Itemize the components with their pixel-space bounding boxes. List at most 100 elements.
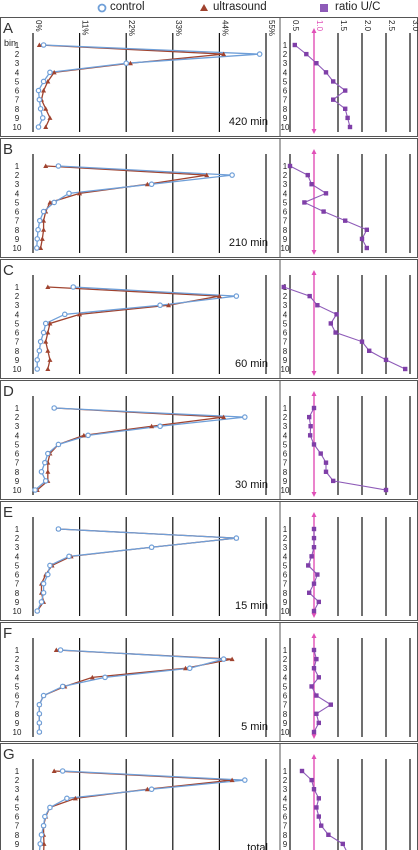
ratio-point — [323, 469, 329, 474]
ultrasound-point — [41, 227, 47, 232]
control-point — [40, 78, 47, 85]
ratio-point — [323, 191, 329, 196]
ratio-bin-label: 1 — [283, 767, 288, 776]
ultrasound-point — [51, 69, 57, 75]
ultrasound-point — [81, 432, 87, 438]
bin-label: 6 — [15, 450, 20, 459]
bin-label: 4 — [15, 68, 20, 77]
ratio-bin-label: 6 — [283, 329, 288, 338]
control-point — [85, 432, 91, 439]
control-point — [61, 311, 68, 318]
bin-label: 1 — [15, 283, 20, 292]
control-point — [47, 69, 53, 76]
control-point — [148, 544, 155, 551]
panel-letter: A — [3, 20, 13, 37]
ratio-bin-label: 4 — [283, 310, 288, 319]
control-point — [37, 841, 44, 847]
ratio-bin-label: 8 — [283, 347, 288, 356]
ratio-point — [299, 768, 305, 774]
ratio-point — [331, 478, 336, 484]
ratio-point — [314, 656, 319, 662]
legend-ratio-marker — [320, 4, 328, 12]
ratio-bin-label: 6 — [283, 87, 288, 96]
control-point — [55, 441, 62, 448]
control-point — [36, 710, 43, 717]
bin-label: 8 — [15, 468, 20, 477]
ultrasound-point — [51, 768, 57, 773]
ratio-bin-label: 3 — [283, 543, 288, 552]
ratio-reference-marker-top — [311, 633, 317, 638]
bin-label: 2 — [15, 50, 20, 59]
control-point — [59, 683, 66, 690]
bin-label: 2 — [15, 534, 20, 543]
ratio-point — [316, 814, 321, 819]
bin-label: 5 — [15, 198, 20, 207]
bin-label: 3 — [15, 543, 20, 552]
ratio-reference-marker-top — [311, 391, 317, 396]
ratio-point — [311, 787, 317, 792]
ratio-point — [307, 293, 312, 299]
ratio-reference-marker-top — [311, 754, 317, 759]
ultrasound-point — [45, 330, 51, 335]
ultrasound-point — [127, 60, 133, 66]
ultrasound-point — [43, 106, 49, 111]
ultrasound-line — [45, 286, 220, 370]
time-label: 60 min — [235, 358, 268, 370]
ratio-bin-label: 1 — [283, 162, 288, 171]
right-tick-label: 1.5 — [339, 20, 348, 32]
ratio-bin-label: 5 — [283, 77, 288, 86]
bin-label: 10 — [13, 244, 22, 253]
right-tick-label: 1.0 — [315, 20, 324, 32]
ultrasound-point — [149, 423, 155, 429]
left-tick-label: 55% — [267, 20, 276, 36]
ratio-point — [316, 599, 321, 605]
bin-axis-label: bin — [4, 38, 16, 48]
legend-control-label: control — [110, 1, 145, 13]
control-point — [256, 51, 263, 57]
bin-label: 10 — [13, 607, 22, 616]
bin-label: 7 — [15, 459, 20, 468]
time-label: 5 min — [241, 721, 268, 733]
ratio-point — [287, 163, 293, 169]
ratio-reference-marker-bottom — [311, 129, 317, 134]
ratio-bin-label: 7 — [283, 217, 288, 226]
ratio-bin-label: 5 — [283, 319, 288, 328]
ratio-point — [323, 460, 329, 465]
ratio-point — [311, 442, 317, 447]
ratio-bin-label: 9 — [283, 719, 288, 728]
control-point — [42, 478, 49, 484]
ultrasound-point — [43, 163, 49, 168]
ratio-point — [309, 554, 314, 559]
left-tick-label: 11% — [81, 20, 90, 35]
ratio-line — [283, 286, 406, 370]
ratio-point — [347, 124, 353, 130]
ratio-point — [326, 832, 331, 837]
time-label: 15 min — [235, 600, 268, 612]
legend-ratio-label: ratio U/C — [335, 1, 381, 13]
bin-label: 9 — [15, 235, 20, 244]
ratio-point — [340, 841, 345, 847]
control-point — [37, 105, 44, 112]
bin-label: 8 — [15, 831, 20, 840]
ultrasound-point — [45, 78, 51, 84]
ratio-point — [403, 366, 408, 372]
control-point — [57, 647, 64, 653]
control-point — [34, 366, 41, 372]
ratio-bin-label: 8 — [283, 710, 288, 719]
ultrasound-line — [38, 649, 233, 732]
bin-label: 7 — [15, 96, 20, 105]
ratio-point — [321, 209, 326, 214]
bin-label: 10 — [13, 123, 22, 132]
time-label: total — [247, 842, 268, 850]
ratio-reference-marker-bottom — [311, 734, 317, 739]
control-point — [59, 768, 66, 774]
control-point — [45, 450, 51, 457]
ratio-bin-label: 3 — [283, 785, 288, 794]
ratio-bin-label: 10 — [281, 728, 290, 737]
control-point — [32, 487, 38, 493]
ratio-point — [319, 823, 324, 828]
ratio-point — [333, 330, 338, 335]
bin-label: 7 — [15, 822, 20, 831]
control-point — [38, 599, 45, 605]
